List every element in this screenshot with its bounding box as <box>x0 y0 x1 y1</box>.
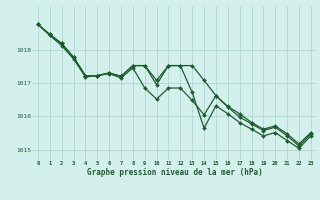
X-axis label: Graphe pression niveau de la mer (hPa): Graphe pression niveau de la mer (hPa) <box>86 168 262 177</box>
